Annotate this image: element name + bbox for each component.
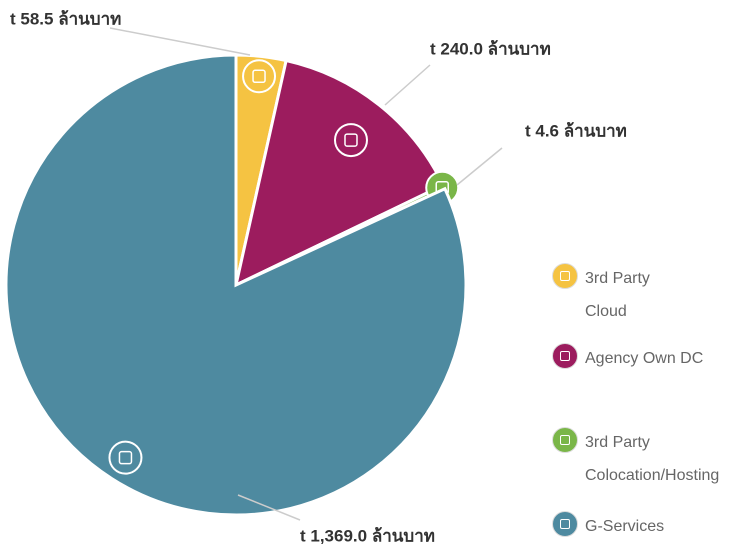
slice-icon: [333, 123, 368, 158]
slice-icon: [108, 440, 143, 475]
slice-icon-glyph: [344, 133, 358, 147]
value-label: t 58.5 ล้านบาท: [10, 9, 121, 28]
legend-icon: [552, 263, 578, 289]
legend-entry: Agency Own DC: [585, 350, 704, 367]
pie-slice: [233, 58, 446, 288]
legend-icon: [552, 343, 578, 369]
legend-icon: [552, 511, 578, 537]
legend-entry: 3rd Party Colocation/Hosting: [585, 434, 720, 484]
leader-line: [456, 147, 503, 186]
value-label: t 1,369.0 ล้านบาท: [300, 526, 435, 545]
leader-line: [384, 64, 431, 106]
leader-line: [237, 494, 301, 521]
slice-icon-glyph: [118, 450, 133, 465]
legend-entry: G-Services: [585, 518, 665, 535]
legend-entry: 3rd Party Cloud: [585, 270, 650, 320]
legend-icon: [552, 427, 578, 453]
value-label: t 4.6 ล้านบาท: [525, 121, 627, 140]
slice-icon-glyph: [252, 69, 266, 84]
value-label: t 240.0 ล้านบาท: [430, 39, 551, 58]
leader-line: [109, 27, 251, 56]
pie-slice: [4, 53, 468, 517]
slice-icon: [242, 59, 277, 94]
